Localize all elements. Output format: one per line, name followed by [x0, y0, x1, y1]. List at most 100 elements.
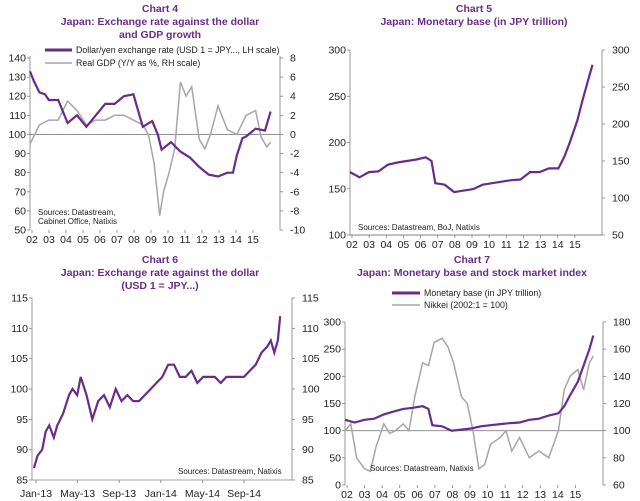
chart5-x-tick-label: 03	[363, 239, 375, 251]
chart-5-source: Sources: Datastream, BoJ, Natixis	[358, 223, 480, 232]
chart-5-title: Japan: Monetary base (in JPY trillion)	[380, 16, 567, 28]
chart6-x-tick-label: May-14	[185, 488, 220, 500]
chart6-x-tick-label: Sep-13	[102, 488, 136, 500]
chart-5-monetary-base-line	[350, 65, 593, 192]
chart4-x-tick-label: 06	[94, 234, 106, 246]
chart6-right-tick-label: 110	[302, 323, 319, 335]
chart-5: Chart 5 Japan: Monetary base (in JPY tri…	[328, 3, 629, 251]
chart5-right-tick-label: 100	[612, 193, 630, 205]
chart6-left-tick-label: 105	[10, 353, 28, 365]
chart4-left-tick-label: 60	[14, 205, 26, 217]
chart7-left-tick-label: 100	[323, 425, 341, 437]
chart4-left-tick-label: 90	[14, 148, 26, 160]
chart7-right-tick-label: 120	[613, 398, 631, 410]
chart5-right-tick-label: 200	[612, 119, 630, 131]
chart-5-left-axis: 100 150 200 250 300	[328, 45, 350, 242]
chart-6-right-axis: 85 90 95 100 105 110 115	[292, 293, 320, 487]
chart5-x-tick-label: 02	[346, 239, 358, 251]
chart7-x-tick-label: 05	[394, 489, 406, 501]
chart4-left-tick-label: 80	[14, 167, 26, 179]
chart7-right-tick-label: 140	[613, 371, 631, 383]
chart4-x-tick-label: 15	[247, 234, 259, 246]
chart-4-left-axis: 50 60 70 80 90 100 110 120 130 140	[8, 53, 30, 237]
chart5-x-tick-label: 12	[518, 239, 530, 251]
chart-6-label: Chart 6	[142, 254, 178, 266]
chart-4-legend-gdp: Real GDP (Y/Y as %, RH scale)	[76, 58, 200, 68]
chart6-right-tick-label: 85	[302, 475, 314, 487]
chart7-x-tick-label: 08	[447, 489, 459, 501]
chart6-x-tick-label: Jan-13	[20, 488, 52, 500]
chart6-left-tick-label: 95	[16, 414, 28, 426]
chart-5-right-axis: 50 100 150 200 250 300	[602, 45, 630, 242]
chart7-x-tick-label: 15	[570, 489, 582, 501]
chart7-x-tick-label: 13	[534, 489, 546, 501]
chart-6-usdjpy-line	[34, 316, 280, 468]
chart5-x-tick-label: 04	[380, 239, 392, 251]
chart-6-left-axis: 85 90 95 100 105 110 115	[10, 293, 32, 487]
chart-4-x-axis: 02 03 04 05 06 07 08 09 10 11 12 13 14 15	[26, 134, 280, 246]
chart-4-source: Sources: Datastream,	[38, 208, 115, 217]
chart7-left-tick-label: 200	[323, 371, 341, 383]
chart7-x-tick-label: 10	[482, 489, 494, 501]
chart6-x-tick-label: May-13	[60, 488, 95, 500]
chart4-x-tick-label: 03	[43, 234, 55, 246]
chart4-x-tick-label: 12	[196, 234, 208, 246]
chart7-x-tick-label: 12	[517, 489, 529, 501]
chart6-right-tick-label: 115	[302, 293, 319, 305]
chart4-x-tick-label: 07	[111, 234, 123, 246]
chart5-left-tick-label: 300	[328, 45, 346, 57]
chart6-right-tick-label: 100	[302, 384, 320, 396]
charts-figure: Chart 4 Japan: Exchange rate against the…	[0, 0, 640, 501]
chart4-right-tick-label: -2	[290, 148, 299, 160]
chart4-right-tick-label: -10	[290, 225, 305, 237]
chart4-right-tick-label: 0	[290, 129, 296, 141]
chart5-left-tick-label: 200	[328, 137, 346, 149]
chart4-left-tick-label: 140	[8, 53, 26, 65]
chart5-left-tick-label: 250	[328, 91, 346, 103]
chart4-x-tick-label: 10	[162, 234, 174, 246]
chart4-left-tick-label: 100	[8, 129, 26, 141]
chart4-x-tick-label: 04	[60, 234, 72, 246]
chart7-right-tick-label: 160	[613, 344, 631, 356]
chart-7-legend-nikkei: Nikkei (2002:1 = 100)	[424, 300, 508, 310]
chart-4-title: Japan: Exchange rate against the dollar	[61, 16, 259, 28]
chart-7-nikkei-line	[345, 338, 593, 471]
chart7-right-tick-label: 80	[613, 452, 625, 464]
chart4-right-tick-label: -8	[290, 205, 299, 217]
chart7-x-tick-label: 03	[359, 489, 371, 501]
chart6-left-tick-label: 110	[11, 323, 28, 335]
chart5-right-tick-label: 150	[612, 156, 630, 168]
chart7-right-tick-label: 180	[613, 317, 631, 329]
chart5-right-tick-label: 300	[612, 45, 630, 57]
chart6-x-tick-label: Jan-14	[145, 488, 177, 500]
chart6-left-tick-label: 85	[16, 475, 28, 487]
chart6-right-tick-label: 105	[302, 353, 320, 365]
chart-7-monetary-base-line	[345, 336, 593, 431]
chart-4-right-axis: -10 -8 -6 -4 -2 0 2 4 6 8	[280, 53, 305, 237]
chart4-x-tick-label: 09	[145, 234, 157, 246]
chart-6-x-axis: Jan-13 May-13 Sep-13 Jan-14 May-14 Sep-14	[20, 480, 261, 500]
chart-6-title: Japan: Exchange rate against the dollar	[61, 267, 259, 279]
chart4-right-tick-label: -6	[290, 186, 299, 198]
chart-7-left-axis: 0 50 100 150 200 250 300	[323, 317, 345, 492]
chart-5-label: Chart 5	[456, 3, 492, 15]
chart-4-source-cont: Cabinet Office, Natixis	[38, 217, 117, 226]
chart7-x-tick-label: 11	[500, 489, 511, 501]
chart6-left-tick-label: 100	[10, 384, 28, 396]
chart4-right-tick-label: 2	[290, 110, 296, 122]
chart5-x-tick-label: 15	[569, 239, 581, 251]
chart5-x-tick-label: 05	[398, 239, 410, 251]
chart4-x-tick-label: 13	[213, 234, 225, 246]
chart5-left-tick-label: 150	[328, 183, 346, 195]
chart4-x-tick-label: 08	[128, 234, 140, 246]
chart7-x-tick-label: 06	[411, 489, 423, 501]
chart4-left-tick-label: 110	[9, 110, 26, 122]
chart4-left-tick-label: 130	[8, 72, 26, 84]
chart7-x-tick-label: 04	[376, 489, 388, 501]
chart5-x-tick-label: 07	[432, 239, 444, 251]
chart7-left-tick-label: 150	[323, 398, 341, 410]
chart-7-title: Japan: Monetary base and stock market in…	[357, 267, 587, 279]
chart-4-gdp-line	[30, 82, 271, 216]
chart7-x-tick-label: 07	[429, 489, 441, 501]
chart7-right-tick-label: 100	[613, 425, 631, 437]
